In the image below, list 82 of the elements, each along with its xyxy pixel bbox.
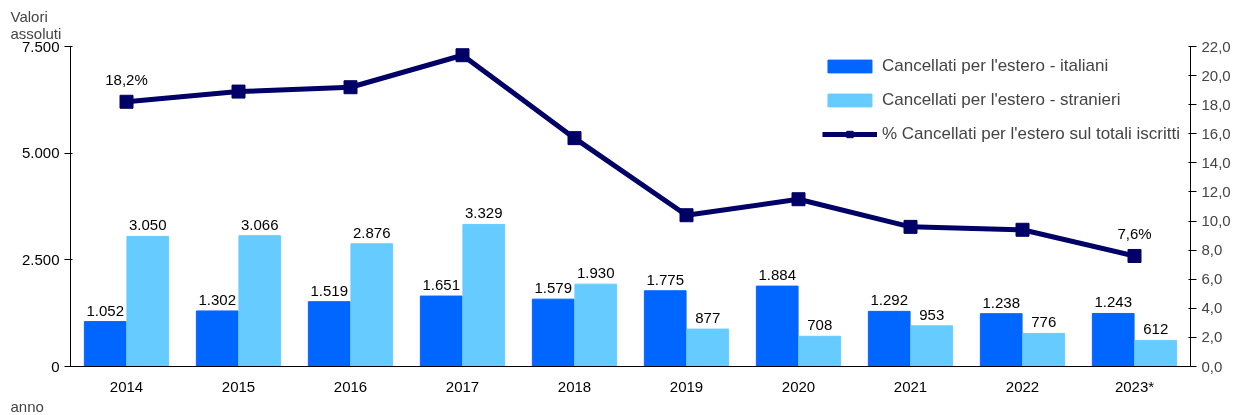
point <box>455 48 470 63</box>
x-tick-label: 2023* <box>1114 377 1155 395</box>
legend-label: Cancellati per l'estero - italiani <box>881 56 1109 76</box>
y-axis-title: Valori assoluti <box>10 7 62 42</box>
bar <box>238 235 282 367</box>
point <box>1015 222 1030 237</box>
y2-tick-label: 4,0 <box>1201 299 1223 317</box>
x-axis-title: anno <box>10 397 44 415</box>
data-label: 1.884 <box>758 266 796 284</box>
bar <box>910 325 954 367</box>
bar <box>798 335 842 367</box>
point <box>903 219 918 234</box>
bar <box>979 313 1023 367</box>
data-label: 7,6% <box>1117 224 1152 242</box>
data-label: 1.579 <box>534 279 572 297</box>
point <box>1127 248 1142 263</box>
data-label: 3.066 <box>241 215 279 233</box>
legend-label: Cancellati per l'estero - stranieri <box>881 90 1121 110</box>
bar <box>1022 332 1066 367</box>
bar <box>574 283 618 367</box>
data-label: 1.243 <box>1094 293 1132 311</box>
y2-tick-label: 14,0 <box>1201 153 1231 171</box>
bar <box>1091 312 1135 367</box>
bar <box>867 310 911 367</box>
data-label: 18,2% <box>105 70 148 88</box>
data-label: 1.052 <box>86 301 124 319</box>
y2-tick-label: 8,0 <box>1201 241 1223 259</box>
bar <box>686 328 730 367</box>
y-tick-label: 2.500 <box>21 250 60 268</box>
data-label: 1.292 <box>870 291 908 309</box>
y-tick-label: 0 <box>51 357 60 375</box>
bar <box>462 223 506 367</box>
y2-tick-label: 12,0 <box>1201 182 1231 200</box>
bar <box>531 298 575 367</box>
x-tick-label: 2021 <box>893 377 928 395</box>
bar <box>755 285 799 367</box>
point <box>231 84 246 99</box>
bar <box>419 295 463 367</box>
bar <box>350 243 394 367</box>
x-tick-label: 2020 <box>781 377 816 395</box>
y2-tick-label: 6,0 <box>1201 270 1223 288</box>
point <box>567 131 582 146</box>
data-label: 1.238 <box>982 293 1020 311</box>
bar <box>83 321 127 367</box>
bar <box>195 310 239 367</box>
data-label: 612 <box>1143 320 1169 338</box>
y2-tick-label: 20,0 <box>1201 66 1231 84</box>
y-tick-label: 5.000 <box>21 144 60 162</box>
x-tick-label: 2019 <box>669 377 704 395</box>
data-label: 1.930 <box>577 264 615 282</box>
x-tick-label: 2015 <box>221 377 256 395</box>
x-tick-label: 2016 <box>333 377 368 395</box>
x-tick-label: 2017 <box>445 377 480 395</box>
x-tick-label: 2018 <box>557 377 592 395</box>
data-label: 877 <box>695 309 721 327</box>
y2-tick-label: 2,0 <box>1201 328 1223 346</box>
data-label: 2.876 <box>353 223 391 241</box>
y2-tick-label: 16,0 <box>1201 124 1231 142</box>
bar <box>126 235 170 367</box>
y2-tick-label: 22,0 <box>1201 37 1231 55</box>
point <box>343 80 358 95</box>
point <box>679 208 694 223</box>
data-label: 1.302 <box>198 290 236 308</box>
data-label: 1.651 <box>422 276 460 294</box>
data-label: 3.050 <box>129 216 167 234</box>
legend-label: % Cancellati per l'estero sul totali iscritti <box>881 124 1180 144</box>
x-tick-label: 2014 <box>109 377 144 395</box>
bar <box>643 290 687 367</box>
point <box>791 192 806 207</box>
y2-tick-label: 18,0 <box>1201 95 1231 113</box>
data-label: 1.775 <box>646 270 684 288</box>
data-label: 3.329 <box>465 204 503 222</box>
y2-tick-label: 10,0 <box>1201 212 1231 230</box>
data-label: 1.519 <box>310 281 348 299</box>
data-label: 708 <box>807 316 833 334</box>
x-tick-label: 2022 <box>1005 377 1040 395</box>
bar <box>307 301 351 367</box>
data-label: 776 <box>1031 313 1057 331</box>
bar <box>1134 339 1178 367</box>
data-label: 953 <box>919 305 945 323</box>
y2-tick-label: 0,0 <box>1201 357 1223 375</box>
point <box>119 94 134 109</box>
